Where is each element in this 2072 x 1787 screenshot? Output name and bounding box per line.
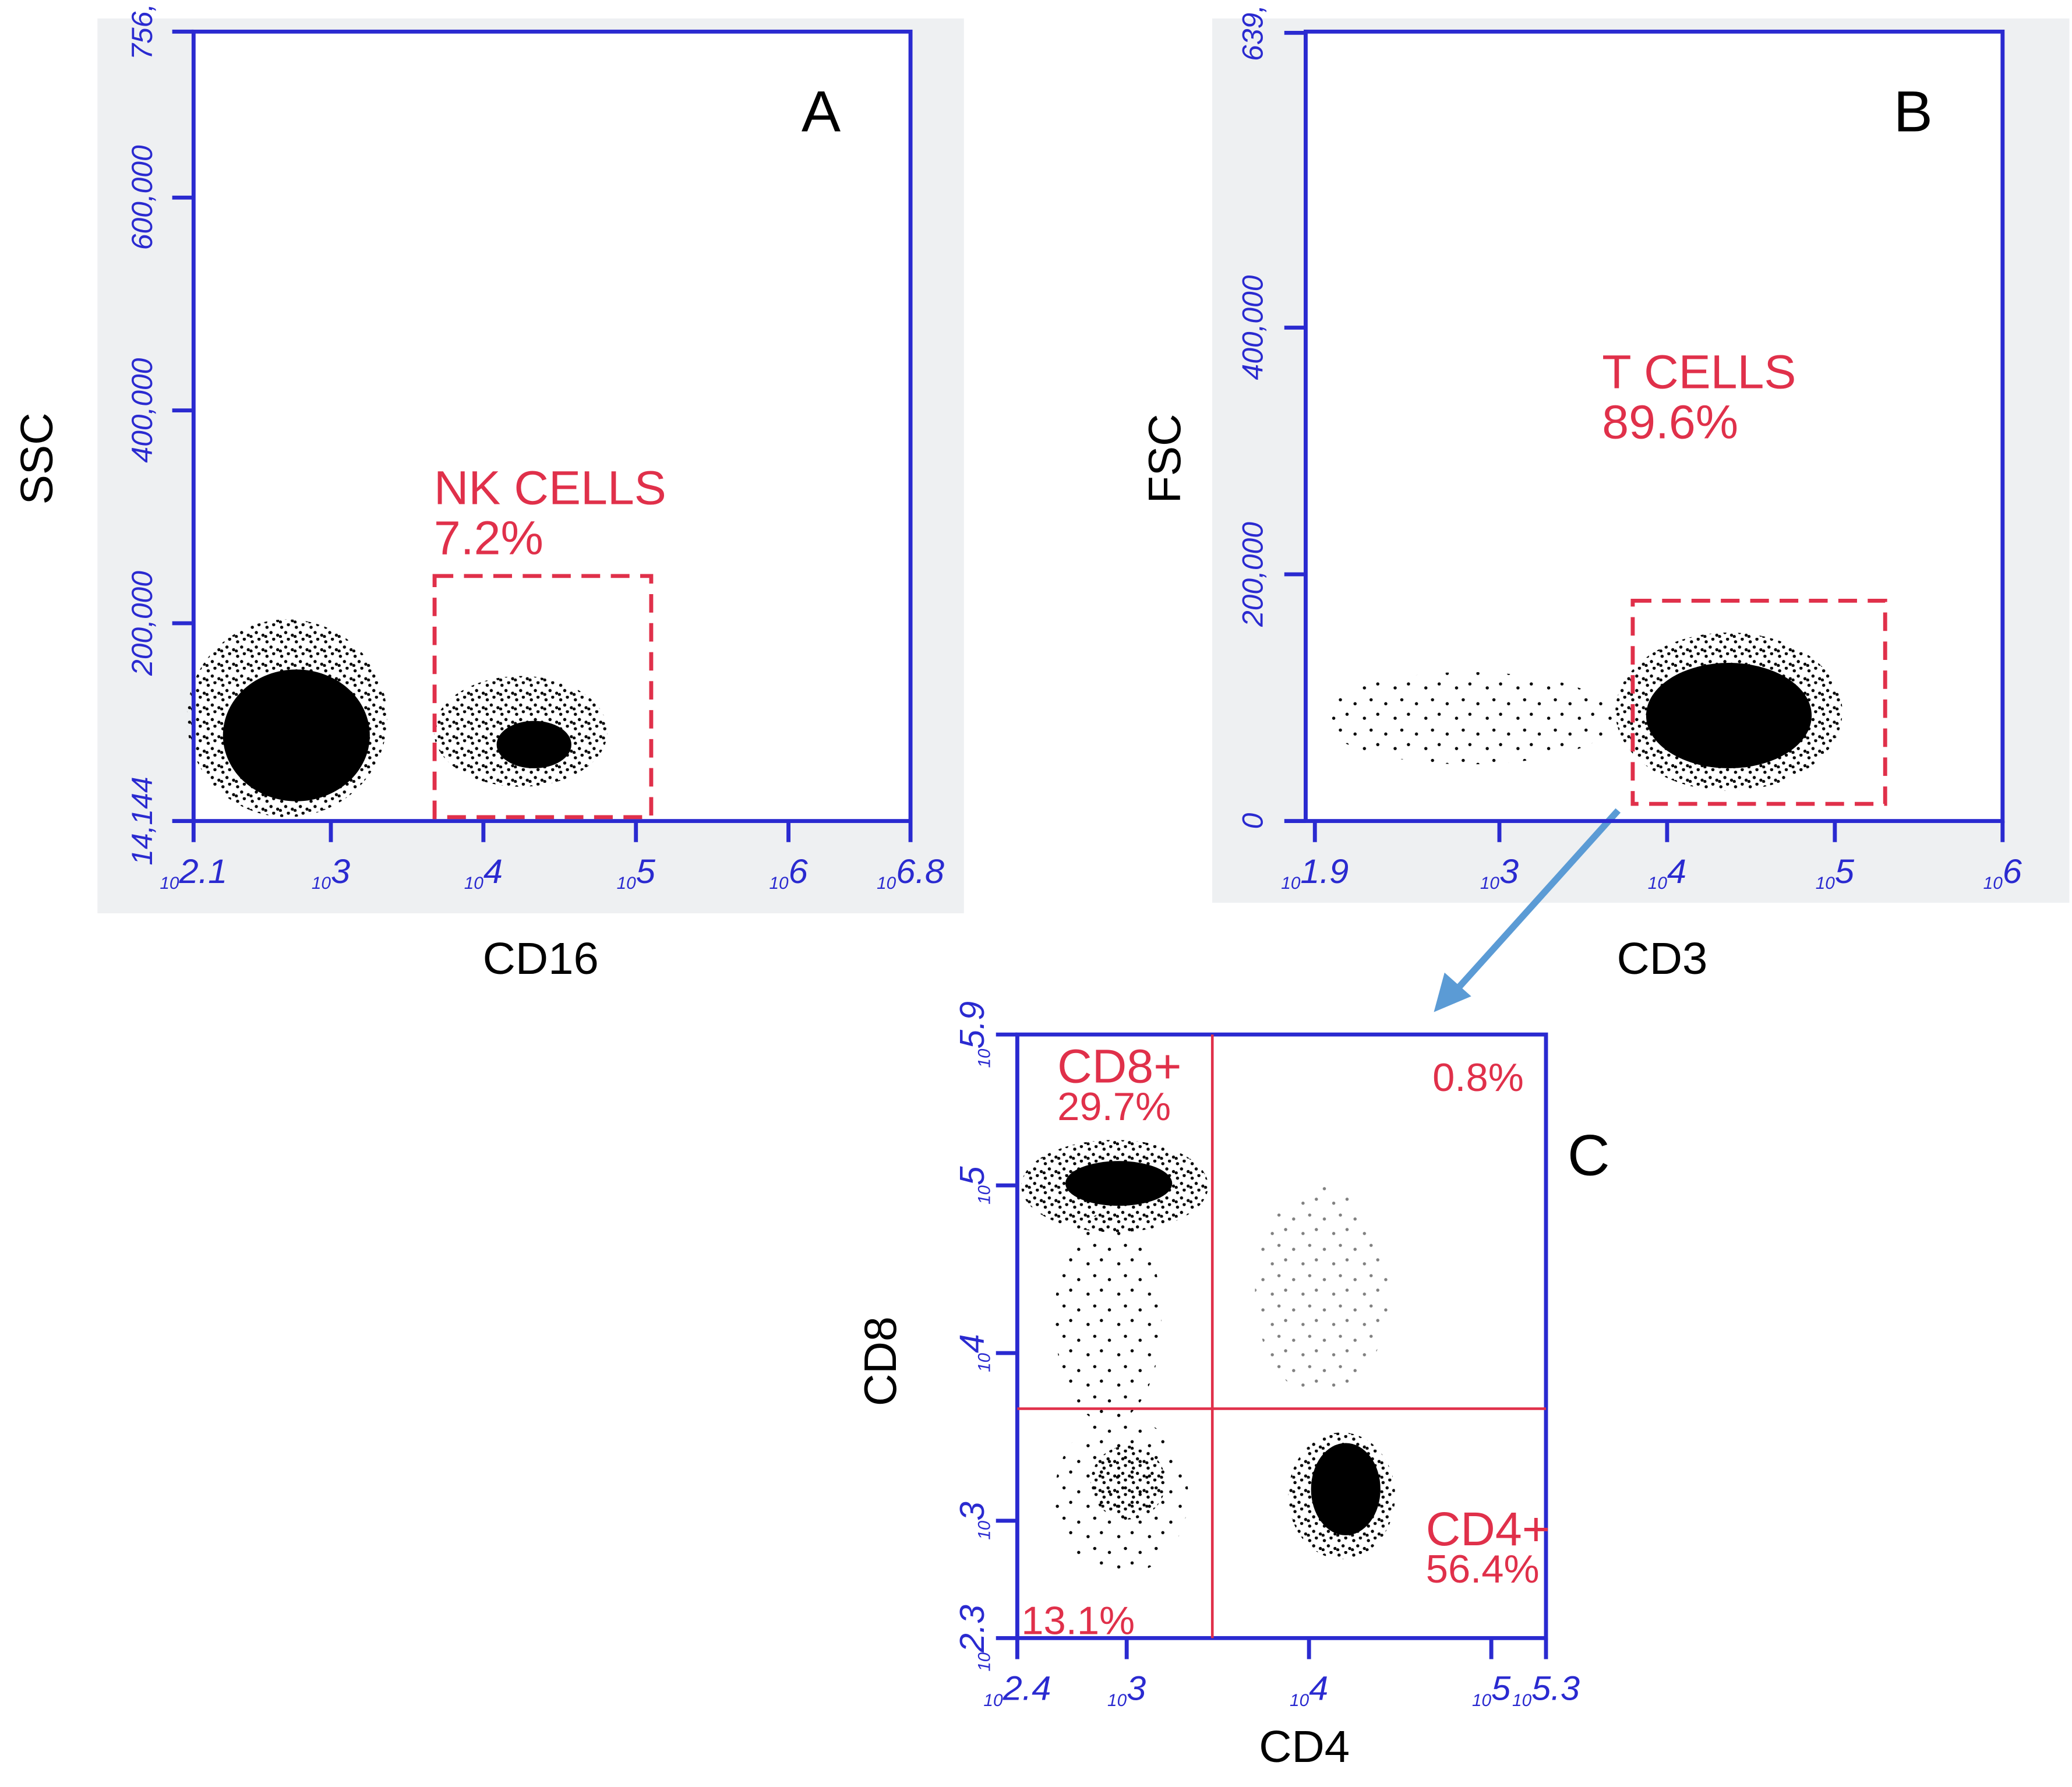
gate: [432, 574, 654, 820]
y-axis-label: FSC: [1140, 414, 1191, 503]
tick-exponent: 5: [1491, 1669, 1511, 1708]
tick-base: 10: [1281, 874, 1301, 893]
plot-frame: [1304, 29, 2005, 823]
panel-title: C: [1568, 1123, 1610, 1188]
gate-percent: 7.2%: [434, 512, 543, 564]
tick-exponent: 5: [636, 852, 656, 891]
plot-frame: [1015, 1032, 1548, 1640]
tick-base: 10: [1107, 1691, 1127, 1710]
tick-label: 600,000: [126, 145, 158, 250]
tick-exponent: 6: [2003, 852, 2022, 891]
arrow: [1434, 808, 1621, 1012]
tick-exponent: 6: [789, 852, 808, 891]
tick-base: 10: [160, 874, 179, 893]
tick-base: 10: [983, 1691, 1003, 1710]
tick-base: 10: [975, 1185, 994, 1205]
tick-exponent: 2.3: [952, 1605, 991, 1653]
tick-label: 105: [1472, 1669, 1511, 1710]
tick-base: 10: [975, 1520, 994, 1539]
tick-exponent: 2.1: [178, 852, 227, 891]
tick-label: 103: [952, 1502, 994, 1539]
tick-exponent: 3: [1499, 852, 1519, 891]
tick-base: 10: [1983, 874, 2003, 893]
gate-percent: 89.6%: [1602, 396, 1738, 448]
tick-exponent: 3: [331, 852, 350, 891]
tick-label: 103: [1480, 852, 1519, 893]
tick-label: 14,144: [126, 776, 158, 865]
tick-base: 10: [975, 1048, 994, 1068]
tick-base: 10: [1290, 1691, 1309, 1710]
tick-label: 106.8: [877, 852, 944, 893]
tick-label: 105.9: [952, 1001, 994, 1068]
tick-exponent: 1.9: [1300, 852, 1349, 891]
tick-exponent: 5.9: [952, 1001, 991, 1049]
tick-label: 104: [464, 852, 503, 893]
tick-base: 10: [312, 874, 331, 893]
y-axis-label: SSC: [12, 412, 62, 504]
tick-base: 10: [769, 874, 789, 893]
tick-label: 200,000: [1236, 522, 1269, 627]
tick-exponent: 5.3: [1531, 1669, 1580, 1708]
tick-label: 105: [952, 1166, 994, 1204]
gate-name: T CELLS: [1602, 346, 1796, 398]
y-axis-label: CD8: [855, 1316, 906, 1406]
tick-exponent: 4: [483, 852, 503, 891]
tick-base: 10: [1816, 874, 1835, 893]
tick-exponent: 3: [952, 1502, 991, 1521]
tick-label: 106: [1983, 852, 2022, 893]
tick-label: 104: [1648, 852, 1686, 893]
tick-label: 105: [1816, 852, 1855, 893]
tick-base: 10: [975, 1652, 994, 1671]
tick-label: 101.9: [1281, 852, 1349, 893]
tick-base: 10: [1512, 1691, 1532, 1710]
panel-title: A: [802, 79, 841, 144]
tick-label: 104: [1290, 1669, 1328, 1710]
tick-exponent: 4: [1667, 852, 1686, 891]
quadrant-percent: 56.4%: [1426, 1548, 1540, 1592]
quadrant-name: CD4+: [1426, 1503, 1550, 1555]
tick-base: 10: [1472, 1691, 1492, 1710]
quadrant-percent: 29.7%: [1057, 1085, 1171, 1129]
tick-label: 400,000: [126, 358, 158, 463]
tick-label: 106: [769, 852, 807, 893]
tick-label: 104: [952, 1334, 994, 1372]
tick-base: 10: [877, 874, 896, 893]
tick-label: 102.3: [952, 1605, 994, 1672]
panel-title: B: [1894, 79, 1933, 144]
tick-exponent: 4: [1309, 1669, 1328, 1708]
tick-label: 102.1: [160, 852, 227, 893]
tick-label: 400,000: [1236, 275, 1269, 380]
tick-exponent: 3: [1127, 1669, 1146, 1708]
tick-base: 10: [975, 1352, 994, 1372]
gate-name: NK CELLS: [434, 462, 666, 514]
tick-base: 10: [617, 874, 637, 893]
tick-exponent: 2.4: [1003, 1669, 1051, 1708]
tick-base: 10: [1648, 874, 1668, 893]
quadrant-percent: 13.1%: [1021, 1599, 1135, 1643]
x-axis-label: CD16: [483, 934, 599, 983]
tick-base: 10: [1480, 874, 1500, 893]
tick-label: 103: [1107, 1669, 1146, 1710]
tick-base: 10: [464, 874, 484, 893]
tick-label: 200,000: [126, 571, 158, 676]
tick-exponent: 4: [952, 1334, 991, 1353]
tick-label: 102.4: [983, 1669, 1051, 1710]
tick-exponent: 6.8: [896, 852, 944, 891]
quadrant-name: CD8+: [1057, 1040, 1181, 1093]
tick-label: 639,: [1236, 5, 1269, 61]
dot-clouds: [186, 619, 1842, 1575]
gate: [1630, 598, 1887, 806]
tick-label: 105.3: [1512, 1669, 1580, 1710]
tick-label: 103: [312, 852, 350, 893]
quadrant-percent: 0.8%: [1432, 1056, 1524, 1100]
x-axis-label: CD4: [1259, 1722, 1350, 1771]
tick-exponent: 5: [1835, 852, 1855, 891]
tick-label: 756,: [126, 3, 158, 60]
tick-exponent: 5: [952, 1166, 991, 1185]
tick-label: 0: [1236, 813, 1269, 829]
tick-label: 105: [617, 852, 656, 893]
plot-frame: [191, 29, 913, 823]
x-axis-label: CD3: [1616, 934, 1707, 983]
